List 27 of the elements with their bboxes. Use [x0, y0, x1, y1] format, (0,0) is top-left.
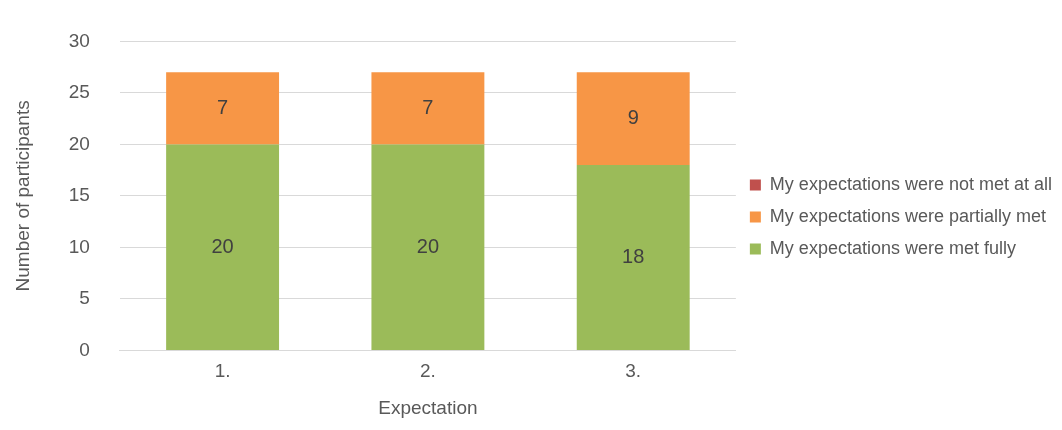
bar — [371, 144, 485, 350]
bar — [166, 72, 280, 145]
bar — [576, 72, 690, 165]
y-tick-label: 5 — [79, 287, 90, 309]
y-tick-label: 15 — [68, 184, 90, 206]
data-label: 7 — [217, 95, 229, 118]
y-tick-label: 30 — [68, 29, 90, 51]
y-tick-label: 10 — [68, 235, 90, 257]
legend-label: My expectations were partially met — [769, 205, 1046, 226]
data-label: 18 — [622, 244, 645, 267]
x-tick-label: 1. — [214, 360, 231, 382]
bar — [166, 144, 280, 350]
x-tick-label: 2. — [419, 360, 436, 382]
data-label: 20 — [211, 234, 234, 257]
data-label: 20 — [416, 234, 440, 257]
x-axis-title: Expectation — [378, 396, 478, 418]
data-label: 9 — [627, 106, 639, 129]
y-tick-label: 25 — [68, 81, 90, 103]
bar — [576, 165, 690, 350]
y-tick-label: 0 — [79, 338, 90, 360]
data-label: 7 — [422, 95, 434, 118]
y-axis-title: Number of participants — [11, 100, 33, 292]
x-tick-label: 3. — [625, 360, 642, 382]
legend-label: My expectations were met fully — [769, 237, 1016, 258]
legend-label: My expectations were not met at all — [769, 173, 1053, 194]
bar — [371, 72, 485, 145]
y-tick-label: 20 — [68, 132, 90, 154]
